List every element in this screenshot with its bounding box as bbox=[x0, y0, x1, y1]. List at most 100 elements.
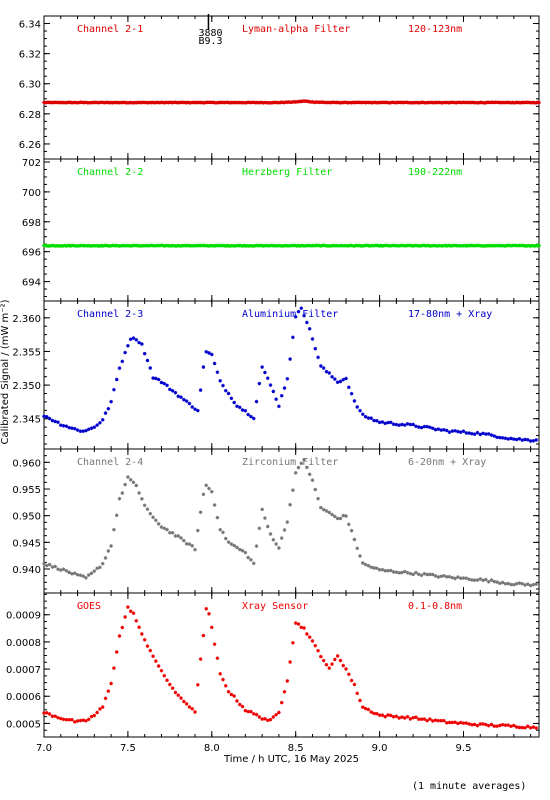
data-point bbox=[366, 563, 371, 568]
data-point bbox=[123, 482, 127, 487]
data-point bbox=[98, 565, 102, 570]
y-tick-label: 702 bbox=[22, 158, 41, 169]
data-point bbox=[319, 244, 323, 248]
data-point bbox=[374, 418, 379, 423]
data-point bbox=[512, 723, 516, 728]
data-point bbox=[117, 496, 122, 501]
data-point bbox=[268, 383, 273, 387]
data-point bbox=[484, 432, 488, 436]
data-point bbox=[506, 581, 511, 586]
data-point bbox=[243, 408, 248, 413]
data-point bbox=[302, 457, 306, 462]
data-point bbox=[379, 243, 383, 248]
data-point bbox=[347, 672, 351, 677]
data-point bbox=[338, 516, 343, 521]
data-point bbox=[86, 427, 91, 432]
data-point bbox=[103, 556, 108, 560]
data-point bbox=[509, 582, 513, 587]
data-point bbox=[528, 726, 533, 730]
data-point bbox=[84, 719, 88, 723]
data-point bbox=[461, 721, 466, 725]
data-point bbox=[263, 717, 267, 721]
data-point bbox=[327, 666, 332, 670]
data-point bbox=[260, 507, 264, 512]
data-point bbox=[514, 437, 519, 442]
data-point bbox=[411, 715, 415, 720]
data-point bbox=[394, 570, 399, 574]
data-point bbox=[302, 313, 306, 318]
data-point bbox=[307, 327, 312, 331]
data-point bbox=[430, 426, 435, 431]
data-point bbox=[154, 659, 158, 663]
data-point bbox=[534, 101, 539, 105]
data-point bbox=[443, 243, 448, 248]
data-point bbox=[218, 671, 222, 676]
data-point bbox=[425, 424, 429, 429]
data-point bbox=[103, 696, 108, 701]
data-point bbox=[405, 422, 410, 426]
data-point bbox=[282, 100, 287, 105]
data-point bbox=[64, 717, 69, 722]
y-tick-label: 0.0009 bbox=[6, 611, 41, 622]
data-point bbox=[165, 527, 169, 532]
data-point bbox=[475, 578, 480, 582]
data-point bbox=[209, 352, 214, 357]
data-point bbox=[397, 571, 401, 575]
data-point bbox=[523, 437, 527, 442]
panel-label-filter: Aluminium Filter bbox=[242, 309, 338, 320]
data-point bbox=[187, 542, 192, 546]
data-point bbox=[215, 656, 220, 660]
data-point bbox=[98, 244, 102, 248]
data-point bbox=[380, 567, 385, 572]
data-point bbox=[156, 664, 161, 668]
data-point bbox=[405, 714, 410, 719]
data-point bbox=[285, 377, 290, 381]
data-point bbox=[458, 720, 463, 725]
data-point bbox=[461, 576, 466, 580]
data-point bbox=[137, 491, 141, 495]
data-point bbox=[299, 461, 304, 466]
data-point bbox=[472, 432, 477, 436]
data-point bbox=[70, 426, 74, 430]
data-point bbox=[154, 518, 158, 523]
data-point bbox=[369, 710, 374, 714]
data-point bbox=[159, 525, 164, 529]
data-point bbox=[347, 385, 351, 390]
data-point bbox=[352, 537, 357, 542]
data-point bbox=[380, 713, 385, 717]
data-point bbox=[257, 526, 262, 531]
data-point bbox=[503, 582, 508, 586]
data-point bbox=[513, 100, 518, 105]
panel-label-band: 17-80nm + Xray bbox=[408, 309, 492, 320]
data-point bbox=[305, 632, 309, 636]
data-point bbox=[391, 422, 396, 426]
data-point bbox=[229, 542, 234, 546]
data-point bbox=[268, 717, 273, 722]
data-point bbox=[333, 657, 337, 662]
data-point bbox=[528, 439, 533, 443]
data-point bbox=[302, 626, 306, 630]
data-point bbox=[467, 722, 471, 726]
data-point bbox=[279, 536, 284, 540]
data-point bbox=[123, 350, 127, 355]
data-point bbox=[414, 715, 418, 720]
data-point bbox=[397, 716, 401, 720]
data-point bbox=[411, 422, 415, 427]
data-point bbox=[372, 711, 376, 716]
data-point bbox=[366, 416, 371, 420]
data-point bbox=[484, 100, 488, 105]
data-point bbox=[313, 643, 318, 648]
data-point bbox=[526, 582, 530, 586]
x-tick-label: 8.0 bbox=[204, 743, 220, 754]
data-point bbox=[193, 407, 197, 412]
panel-label-channel: Channel 2-4 bbox=[77, 457, 143, 468]
data-point bbox=[447, 720, 452, 725]
data-point bbox=[67, 717, 71, 722]
data-point bbox=[86, 573, 91, 577]
data-point bbox=[193, 547, 197, 552]
data-point bbox=[84, 428, 88, 433]
data-point bbox=[75, 719, 80, 723]
data-point bbox=[425, 718, 429, 723]
data-point bbox=[433, 574, 438, 578]
data-point bbox=[400, 715, 404, 719]
